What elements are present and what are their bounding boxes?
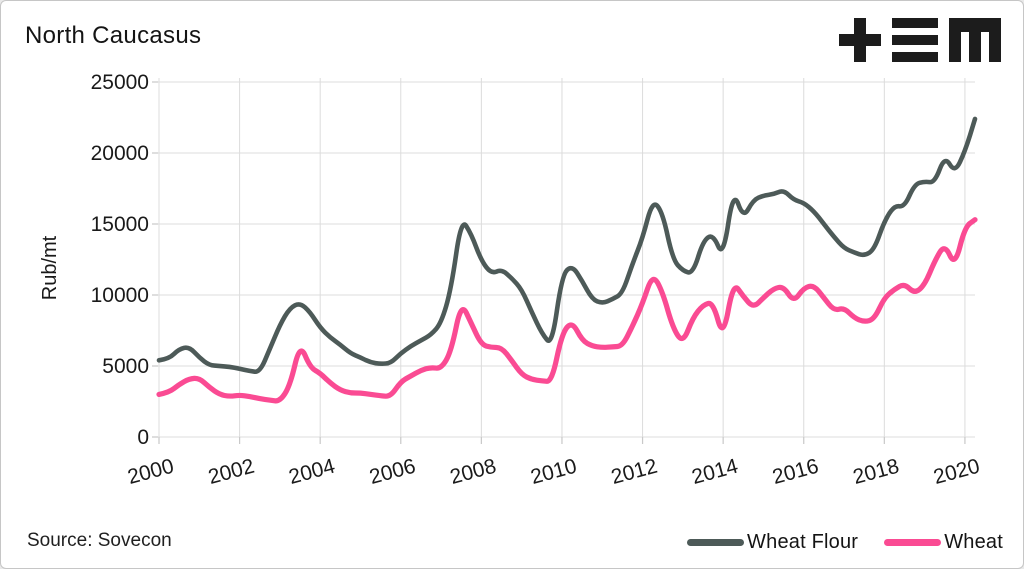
x-tick-label: 2000	[125, 455, 176, 489]
x-tick-label: 2016	[770, 455, 821, 489]
plus-icon	[839, 18, 881, 62]
x-tick-label: 2020	[931, 455, 982, 489]
m-icon	[949, 18, 1001, 62]
x-tick-label: 2002	[206, 455, 257, 489]
triple-bar-icon	[892, 18, 938, 62]
y-tick-label: 15000	[91, 213, 149, 236]
source-note: Source: Sovecon	[27, 530, 172, 551]
x-tick-label: 2010	[528, 455, 579, 489]
y-tick-label: 10000	[91, 284, 149, 307]
x-tick-label: 2012	[609, 455, 660, 489]
series-line-wheat-flour	[156, 116, 978, 375]
legend-item-wheat: Wheat	[884, 531, 1003, 554]
y-tick-label: 5000	[102, 355, 149, 378]
legend-item-wheat-flour: Wheat Flour	[687, 531, 858, 554]
y-tick-label: 25000	[91, 71, 149, 94]
y-tick-label: 20000	[91, 142, 149, 165]
wheat-flour-line-swatch	[687, 539, 745, 546]
legend: Wheat Flour Wheat	[687, 531, 1003, 554]
series-line-wheat	[156, 217, 978, 404]
x-tick-label: 2006	[367, 455, 418, 489]
y-tick-label: 0	[137, 426, 149, 449]
page-title: North Caucasus	[25, 22, 202, 49]
x-tick-label: 2008	[448, 455, 499, 489]
x-tick-label: 2018	[851, 455, 902, 489]
wheat-line-swatch	[884, 539, 942, 546]
legend-label: Wheat Flour	[747, 531, 859, 553]
x-tick-label: 2004	[286, 455, 337, 489]
x-tick-label: 2014	[689, 455, 740, 489]
legend-label: Wheat	[944, 531, 1003, 553]
tem-logo	[839, 16, 1001, 64]
